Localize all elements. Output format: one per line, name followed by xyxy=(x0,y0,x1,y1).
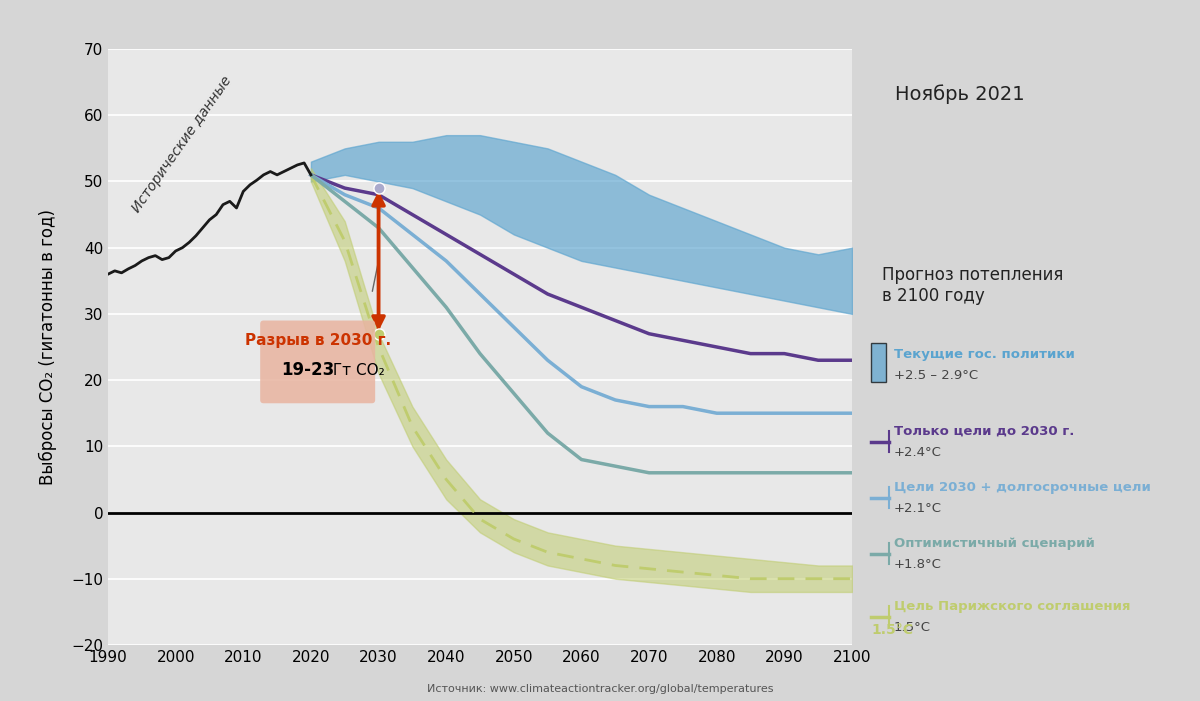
Text: +1.8°C: +1.8°C xyxy=(894,558,942,571)
FancyBboxPatch shape xyxy=(260,320,376,403)
Text: 19-23: 19-23 xyxy=(281,361,334,379)
Text: Прогноз потепления
в 2100 году: Прогноз потепления в 2100 году xyxy=(882,266,1063,305)
Text: Текущие гос. политики: Текущие гос. политики xyxy=(894,348,1075,360)
Text: Гт CO₂: Гт CO₂ xyxy=(328,362,384,378)
Text: Ноябрь 2021: Ноябрь 2021 xyxy=(895,84,1025,104)
Text: +2.4°C: +2.4°C xyxy=(894,446,942,458)
Text: +2.1°C: +2.1°C xyxy=(894,502,942,515)
Text: Только цели до 2030 г.: Только цели до 2030 г. xyxy=(894,425,1074,437)
Text: Исторические данные: Исторические данные xyxy=(130,73,235,215)
Text: Разрыв в 2030 г.: Разрыв в 2030 г. xyxy=(245,333,391,348)
Text: Оптимистичный сценарий: Оптимистичный сценарий xyxy=(894,537,1094,550)
Text: Цели 2030 + долгосрочные цели: Цели 2030 + долгосрочные цели xyxy=(894,481,1151,494)
Y-axis label: Выбросы CO₂ (гигатонны в год): Выбросы CO₂ (гигатонны в год) xyxy=(40,209,58,485)
Text: Источник: www.climateactiontracker.org/global/temperatures: Источник: www.climateactiontracker.org/g… xyxy=(427,684,773,694)
Text: Цель Парижского соглашения: Цель Парижского соглашения xyxy=(894,600,1130,613)
Text: +2.5 – 2.9°C: +2.5 – 2.9°C xyxy=(894,369,978,381)
Text: 1.5°C: 1.5°C xyxy=(894,621,931,634)
Text: 1.5°C: 1.5°C xyxy=(871,623,913,637)
